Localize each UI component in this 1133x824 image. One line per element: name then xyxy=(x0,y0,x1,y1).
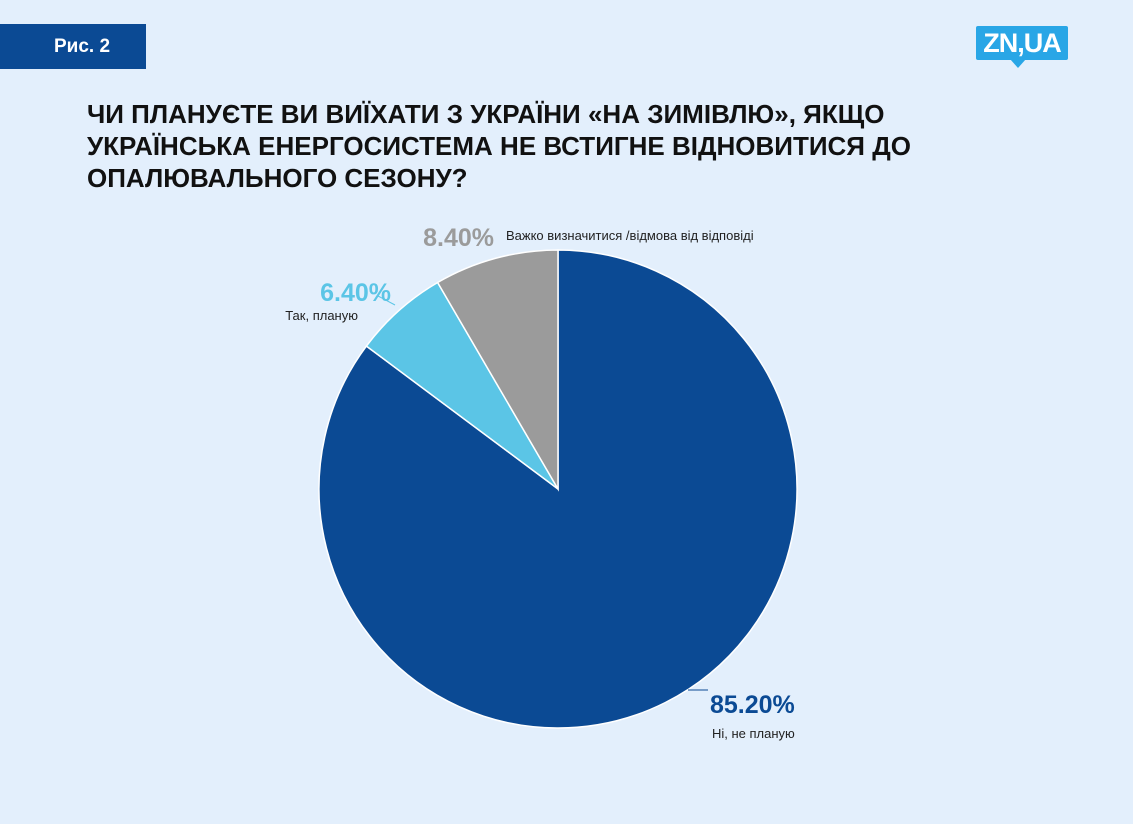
leader-line-1 xyxy=(377,295,396,306)
pie-slice-0 xyxy=(318,249,798,729)
slice-category-label-1: Так, планую xyxy=(285,308,358,323)
pie-slice-2 xyxy=(436,249,559,492)
figure-badge: Рис. 2 xyxy=(0,24,146,69)
slice-category-label-2: Важко визначитися /відмова від відповіді xyxy=(506,228,754,243)
slice-category-label-0: Ні, не планую xyxy=(712,726,795,741)
slice-value-label-0: 85.20% xyxy=(710,691,795,719)
figure-label: Рис. 2 xyxy=(53,35,111,57)
slice-value-label-1: 6.40% xyxy=(320,279,391,307)
logo-text: ZN,UA xyxy=(983,27,1061,58)
logo-tail-shape xyxy=(1010,59,1026,68)
zn-ua-logo[interactable]: ZN,UA xyxy=(976,26,1068,60)
slice-value-label-2: 8.40% xyxy=(423,224,494,252)
chart-title: ЧИ ПЛАНУЄТЕ ВИ ВИЇХАТИ З УКРАЇНИ «НА ЗИМ… xyxy=(87,99,911,193)
